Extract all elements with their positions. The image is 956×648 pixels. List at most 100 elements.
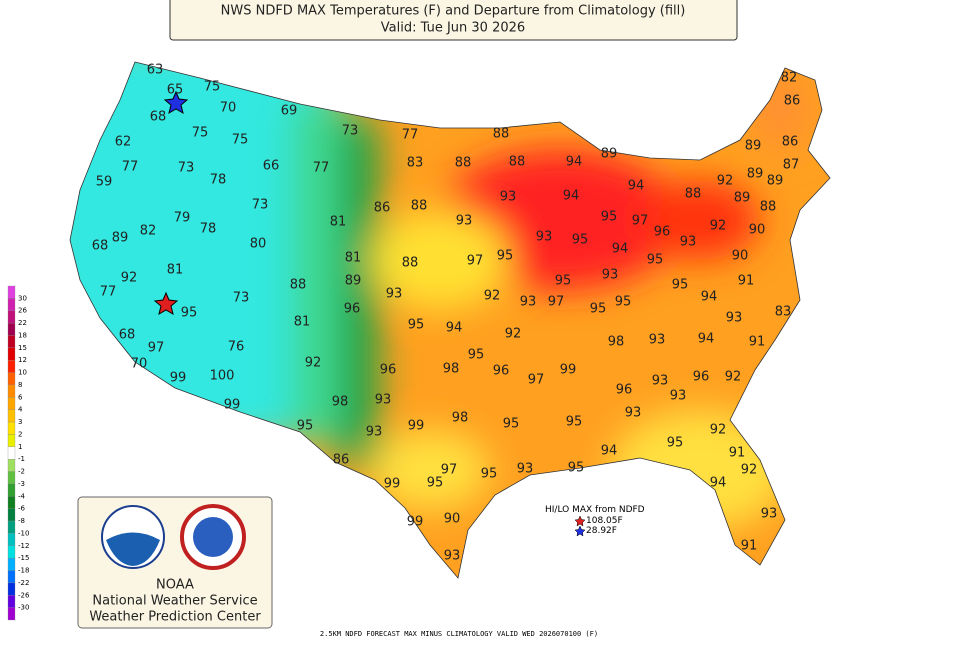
noaa-logo-wave: [106, 532, 160, 566]
temperature-label: 65: [167, 83, 184, 98]
temperature-label: 92: [505, 327, 522, 342]
colorbar: 30 26 22 18 15 12 10 8 6 4 3 2 1 -1 -2 -3 -4 -6 -8 -10 -12 -1…: [7, 285, 30, 621]
temperature-label: 70: [220, 101, 237, 116]
colorbar-swatch: [7, 582, 16, 596]
temperature-label: 97: [528, 373, 545, 388]
temperature-label: 89: [112, 231, 129, 246]
temperature-label: 94: [710, 476, 727, 491]
temperature-label: 94: [563, 189, 580, 204]
colorbar-label: -26: [18, 591, 30, 599]
temperature-label: 93: [602, 268, 619, 283]
temperature-label: 95: [555, 274, 572, 289]
colorbar-label: 8: [18, 381, 22, 389]
temperature-label: 99: [408, 419, 425, 434]
temperature-label: 91: [749, 335, 766, 350]
colorbar-label: 10: [18, 369, 27, 377]
temperature-label: 86: [333, 453, 350, 468]
colorbar-swatch: [7, 360, 16, 373]
colorbar-swatch: [7, 557, 16, 571]
temperature-label: 95: [672, 278, 689, 293]
colorbar-label: 30: [18, 294, 27, 302]
temperature-label: 96: [344, 302, 361, 317]
colorbar-swatch: [7, 409, 16, 423]
temperature-label: 77: [122, 160, 139, 175]
temperature-label: 93: [536, 230, 553, 245]
temperature-label: 93: [520, 295, 537, 310]
colorbar-swatch: [7, 508, 16, 522]
temperature-label: 93: [375, 393, 392, 408]
temperature-label: 94: [701, 290, 718, 305]
temperature-label: 88: [455, 156, 472, 171]
colorbar-label: -22: [18, 579, 29, 587]
temperature-label: 92: [725, 370, 742, 385]
temperature-label: 82: [140, 224, 157, 239]
temperature-label: 93: [366, 425, 383, 440]
temperature-label: 97: [548, 295, 565, 310]
colorbar-label: 22: [18, 319, 27, 327]
colorbar-label: -10: [18, 529, 29, 537]
colorbar-swatch: [7, 434, 16, 447]
temperature-label: 89: [745, 139, 762, 154]
temperature-label: 75: [232, 133, 249, 148]
temperature-label: 95: [568, 461, 585, 476]
temperature-label: 91: [738, 274, 755, 289]
hilo-min: 28.92F: [586, 526, 617, 536]
temperature-label: 73: [342, 124, 359, 139]
temperature-label: 75: [204, 80, 221, 95]
temperature-label: 93: [444, 549, 461, 564]
colorbar-swatch: [7, 446, 16, 460]
min-star: [163, 90, 189, 115]
temperature-label: 77: [313, 161, 330, 176]
temperature-label: 80: [250, 237, 267, 252]
colorbar-label: 4: [18, 406, 23, 414]
colorbar-swatch: [7, 607, 16, 621]
colorbar-label: -1: [18, 455, 25, 463]
temperature-label: 83: [775, 305, 792, 320]
colorbar-swatch: [7, 335, 16, 349]
temperature-label: 83: [407, 156, 424, 171]
temperature-label: 81: [345, 251, 362, 266]
temperature-label: 86: [784, 94, 801, 109]
colorbar-swatch: [7, 298, 16, 311]
temperature-label: 91: [729, 446, 746, 461]
temperature-label: 94: [698, 332, 715, 347]
temperature-label: 96: [654, 225, 671, 240]
temperature-label: 86: [782, 135, 799, 150]
temperature-label: 93: [500, 190, 517, 205]
temperature-label: 94: [446, 321, 463, 336]
colorbar-swatch: [7, 384, 16, 398]
colorbar-label: 1: [18, 443, 22, 451]
temperature-label: 66: [263, 159, 280, 174]
temperature-label: 93: [670, 389, 687, 404]
temperature-label: 95: [566, 415, 583, 430]
temperature-label: 73: [252, 198, 269, 213]
temperature-label: 90: [732, 249, 749, 264]
temperature-label: 63: [147, 63, 164, 78]
legend-min-star: [574, 525, 586, 537]
colorbar-swatch: [7, 322, 16, 336]
temperature-label: 70: [131, 357, 148, 372]
temperature-label: 81: [294, 315, 311, 330]
legend-max-star: [574, 515, 586, 527]
colorbar-label: 15: [18, 344, 27, 352]
temperature-label: 99: [384, 477, 401, 492]
colorbar-label: 12: [18, 356, 27, 364]
temperature-label: 59: [96, 175, 113, 190]
temperature-label: 90: [444, 512, 461, 527]
title-box: [169, 0, 738, 41]
colorbar-label: -2: [18, 468, 25, 476]
colorbar-swatch: [7, 483, 16, 497]
temperature-label: 69: [281, 104, 298, 119]
temperature-label: 92: [710, 423, 727, 438]
max-star: [153, 291, 179, 316]
colorbar-label: 26: [18, 307, 27, 315]
temperature-label: 92: [710, 219, 727, 234]
temperature-label: 98: [332, 395, 349, 410]
temperature-label: 88: [493, 127, 510, 142]
temperature-label: 93: [726, 311, 743, 326]
us-outline: [69, 61, 831, 579]
colorbar-label: 6: [18, 393, 23, 401]
temperature-label: 92: [121, 271, 138, 286]
colorbar-swatch: [7, 421, 16, 435]
